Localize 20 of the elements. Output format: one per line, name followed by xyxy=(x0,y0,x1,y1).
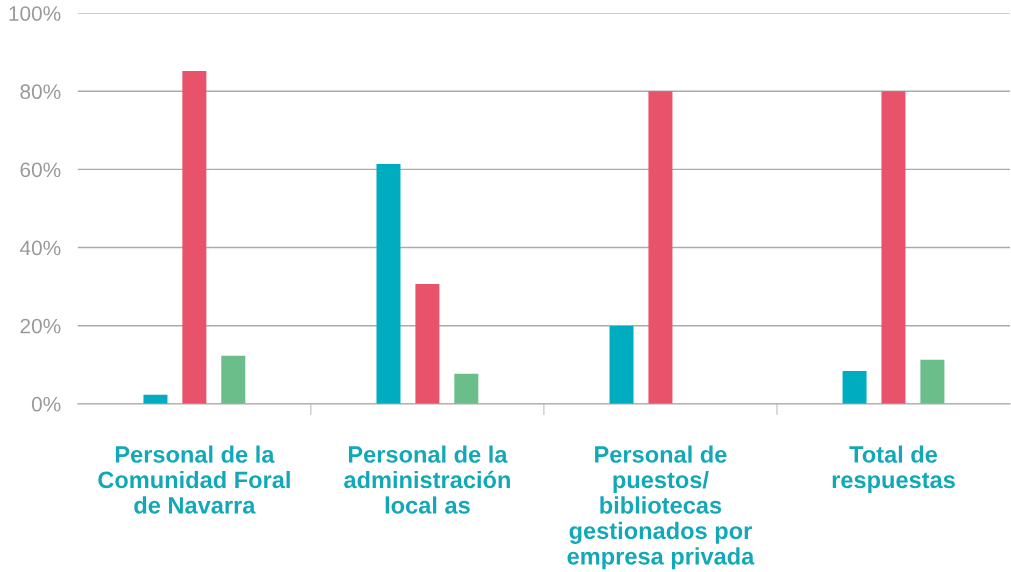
y-tick-label: 20% xyxy=(20,318,61,334)
bar xyxy=(376,163,401,404)
bar xyxy=(609,326,634,404)
bar xyxy=(221,355,246,404)
y-tick-label: 100% xyxy=(9,6,61,21)
y-tick-label: 60% xyxy=(20,162,61,178)
bar xyxy=(648,91,673,404)
x-tick-label: Total de respuestas xyxy=(832,445,955,493)
y-tick-label: 0% xyxy=(31,396,61,412)
x-tick-label: Personal de puestos/ bibliotecas gestionados por empresa privada xyxy=(567,445,755,570)
bar xyxy=(454,373,479,404)
y-tick-label: 80% xyxy=(20,84,61,100)
bar xyxy=(881,91,906,404)
y-tick-label: 40% xyxy=(19,240,61,256)
bar xyxy=(415,283,440,404)
bar xyxy=(920,359,945,404)
bar xyxy=(182,70,207,404)
x-tick-label: Personal de la Comunidad Foral de Navarra xyxy=(98,445,290,514)
x-tick-label: Personal de la administración local as xyxy=(344,445,510,514)
bar xyxy=(842,371,867,404)
